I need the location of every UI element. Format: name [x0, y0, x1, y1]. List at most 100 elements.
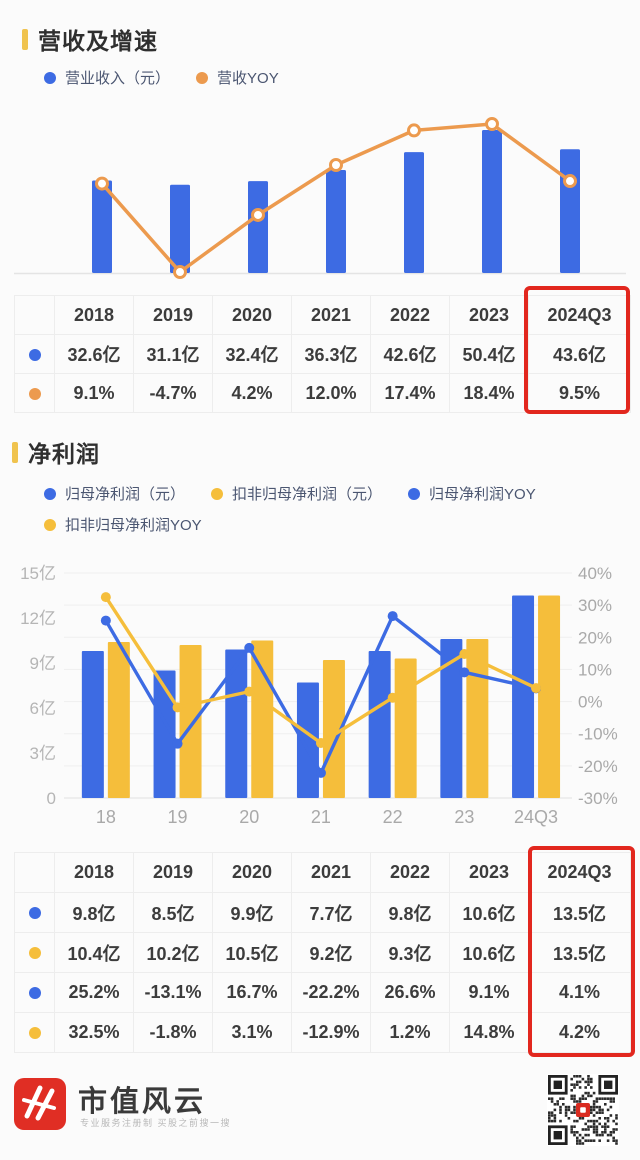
table-cell: 4.1%	[528, 972, 631, 1013]
table-cell: 31.1亿	[133, 334, 213, 374]
table-corner-cell	[14, 852, 55, 893]
revenue-bar	[482, 130, 502, 273]
profit-table-wrap: 2018 2019 2020 2021 2022 2023 2024Q3 9.8亿 8.5亿 9.…	[14, 852, 631, 1053]
qr-module	[592, 1128, 596, 1131]
qr-module	[556, 1100, 559, 1103]
qr-module	[584, 1133, 587, 1137]
table-cell: 42.6亿	[370, 334, 450, 374]
qr-module	[587, 1077, 590, 1081]
table-cell: 13.5亿	[528, 932, 631, 973]
qr-module	[587, 1139, 590, 1142]
qr-module	[584, 1122, 587, 1126]
legend-dot-icon	[408, 487, 421, 500]
qr-module	[595, 1111, 599, 1114]
yoy-marker-icon	[407, 123, 421, 138]
qr-module	[592, 1125, 596, 1128]
table-cell: 25.2%	[54, 972, 134, 1013]
table-cell: 10.6亿	[449, 892, 529, 933]
series-dot-cell	[14, 1012, 55, 1053]
table-cell: 36.3亿	[291, 334, 371, 374]
yoy-marker-icon	[173, 265, 187, 279]
qr-module	[587, 1128, 590, 1131]
title-accent-bar-icon	[22, 28, 28, 50]
right-axis-tick: -10%	[578, 725, 618, 744]
section-profit-title: 净利润	[28, 441, 100, 467]
qr-module	[581, 1142, 585, 1145]
yoy-marker-icon	[244, 686, 255, 697]
qr-module	[595, 1128, 599, 1131]
table-header-cell: 2023	[449, 852, 529, 893]
qr-module	[604, 1117, 607, 1120]
qr-module	[595, 1100, 599, 1103]
qr-module	[559, 1119, 562, 1123]
qr-module	[573, 1108, 576, 1112]
table-corner-cell	[14, 295, 55, 335]
qr-module	[592, 1091, 596, 1095]
right-axis-tick: 30%	[578, 596, 612, 615]
net-profit-bar	[512, 595, 535, 798]
qr-module	[612, 1139, 615, 1142]
table-header-cell: 2023	[449, 295, 529, 335]
table-row: 32.6亿 31.1亿 32.4亿 36.3亿 42.6亿 50.4亿 43.6亿	[14, 334, 631, 374]
qr-module	[601, 1133, 604, 1137]
right-axis-tick: 10%	[578, 660, 612, 679]
qr-module	[606, 1117, 610, 1120]
deducted-profit-bar	[322, 660, 345, 798]
qr-module	[564, 1105, 568, 1109]
qr-module	[581, 1136, 585, 1140]
revenue-bar	[170, 184, 190, 273]
legend-label: 扣非归母净利润（元）	[232, 486, 383, 503]
qr-module	[590, 1080, 593, 1084]
qr-module	[609, 1100, 613, 1103]
qr-module	[548, 1117, 551, 1120]
qr-module	[595, 1131, 599, 1134]
qr-module	[576, 1100, 579, 1103]
qr-module	[604, 1128, 607, 1131]
net-profit-bar	[153, 670, 176, 798]
qr-module	[590, 1086, 593, 1089]
qr-module	[615, 1117, 618, 1120]
legend-item: 扣非归母净利润YOY	[44, 514, 202, 535]
qr-module	[595, 1105, 599, 1109]
revenue-table: 2018 2019 2020 2021 2022 2023 2024Q3 32.6亿 31.1亿…	[14, 295, 631, 413]
qr-module	[587, 1094, 590, 1098]
right-axis-tick: -30%	[578, 789, 618, 808]
table-cell: 16.7%	[212, 972, 292, 1013]
qr-module	[612, 1128, 615, 1131]
qr-module	[548, 1114, 551, 1117]
series-dot-cell	[14, 932, 55, 973]
revenue-table-wrap: 2018 2019 2020 2021 2022 2023 2024Q3 32.6亿 31.1亿…	[14, 295, 631, 413]
qr-module	[595, 1119, 599, 1123]
x-axis-label: 18	[96, 807, 116, 827]
table-cell: 10.4亿	[54, 932, 134, 973]
qr-module	[550, 1119, 554, 1123]
series-dot-icon	[28, 987, 41, 1000]
qr-module	[573, 1111, 576, 1114]
qr-module	[548, 1119, 551, 1123]
table-cell: 9.1%	[449, 972, 529, 1013]
qr-module	[570, 1077, 573, 1081]
revenue-legend: 营业收入（元） 营收YOY	[44, 67, 624, 88]
qr-module	[576, 1136, 579, 1140]
legend-dot-icon	[211, 487, 224, 500]
table-cell: 10.2亿	[133, 932, 213, 973]
qr-module	[587, 1091, 590, 1095]
table-cell: 10.6亿	[449, 932, 529, 973]
qr-module	[615, 1139, 618, 1142]
profit-legend: 归母净利润（元） 扣非归母净利润（元） 归母净利润YOY 扣非归母净利润YOY	[44, 483, 624, 535]
qr-module	[595, 1133, 599, 1137]
yoy-marker-icon	[459, 667, 470, 678]
qr-module	[601, 1097, 604, 1100]
table-cell: 7.7亿	[291, 892, 371, 933]
qr-module	[576, 1142, 579, 1145]
table-row: 25.2% -13.1% 16.7% -22.2% 26.6% 9.1% 4.1%	[14, 972, 631, 1013]
qr-module	[578, 1133, 582, 1137]
yoy-marker-icon	[172, 702, 183, 713]
qr-module	[595, 1097, 599, 1100]
series-dot-cell	[14, 972, 55, 1013]
qr-module	[573, 1133, 576, 1137]
legend-item: 营收YOY	[196, 67, 279, 88]
legend-dot-icon	[44, 487, 56, 500]
qr-module	[598, 1108, 601, 1112]
table-cell: -12.9%	[291, 1012, 371, 1053]
